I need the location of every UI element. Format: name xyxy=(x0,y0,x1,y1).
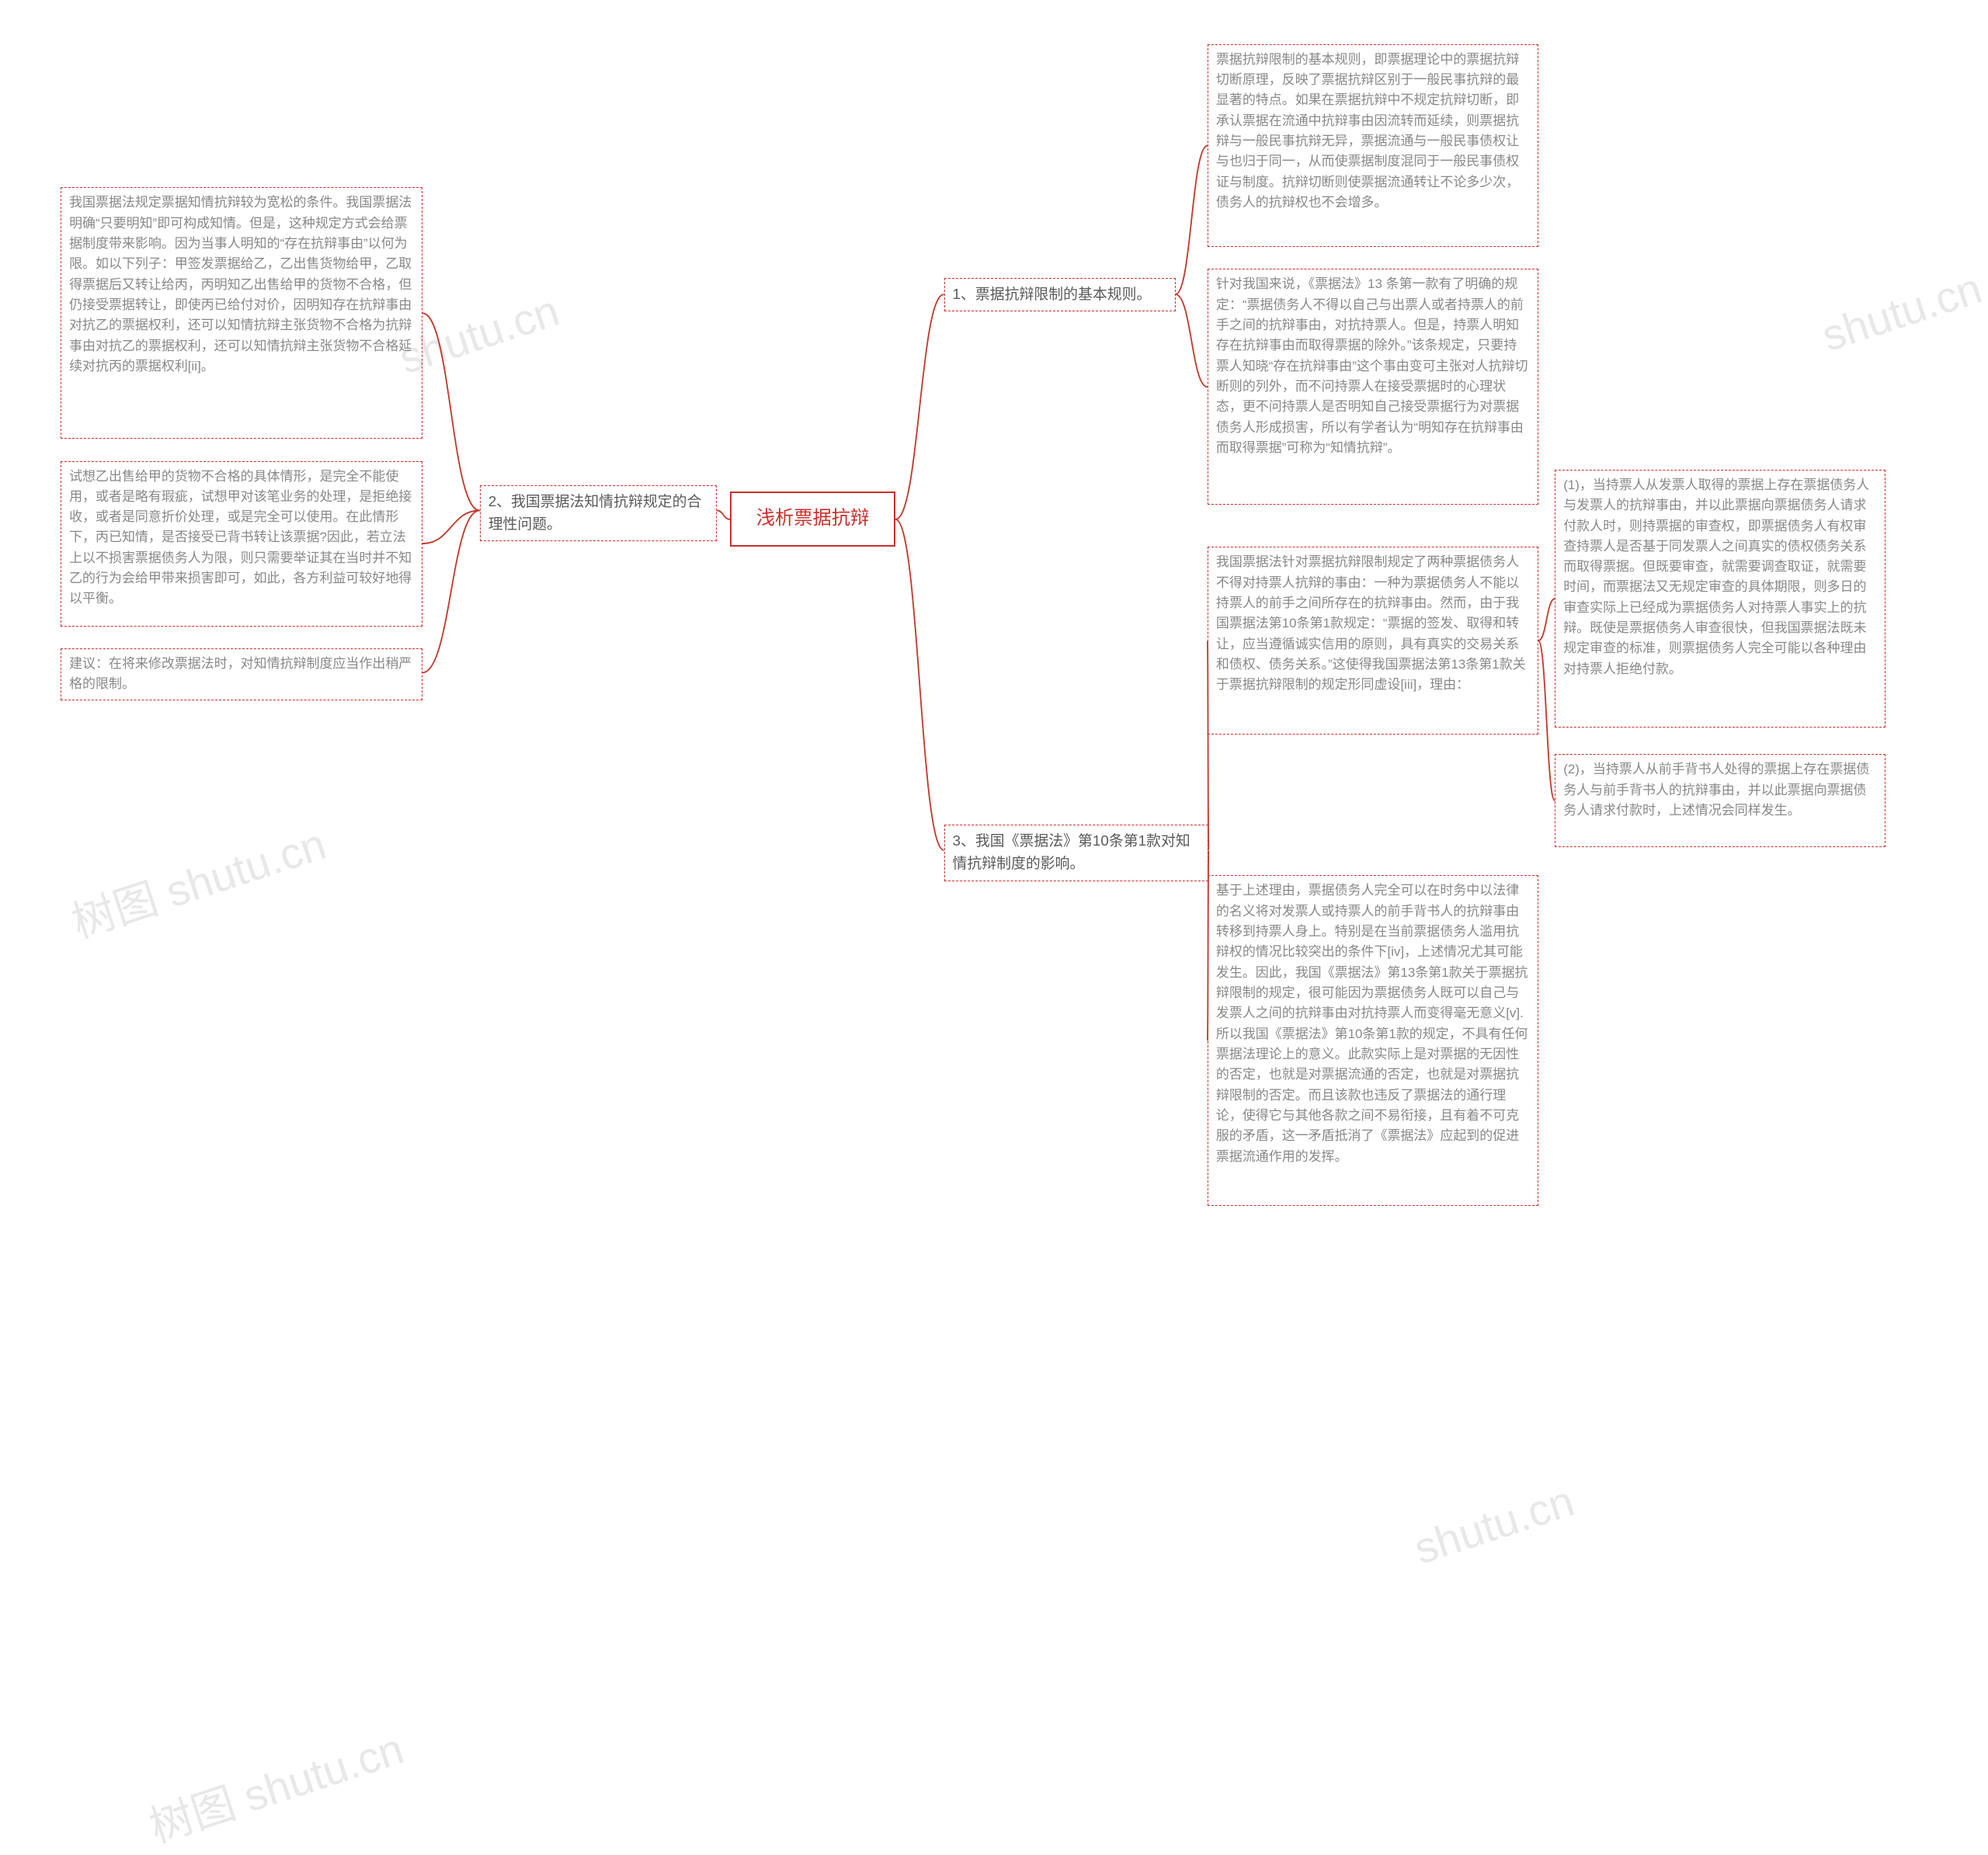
connector xyxy=(895,519,944,850)
mindmap-branch-R1: 1、票据抗辩限制的基本规则。 xyxy=(944,278,1176,311)
mindmap-branch-R2: 3、我国《票据法》第10条第1款对知情抗辩制度的影响。 xyxy=(944,825,1209,881)
leaf-text: 试想乙出售给甲的货物不合格的具体情形，是完全不能使用，或者是略有瑕疵，试想甲对该… xyxy=(69,469,412,606)
mindmap-leaf-R2b: (1)，当持票人从发票人取得的票据上存在票据债务人与发票人的抗辩事由，并以此票据… xyxy=(1555,470,1885,728)
leaf-text: 票据抗辩限制的基本规则，即票据理论中的票据抗辩切断原理，反映了票据抗辩区别于一般… xyxy=(1216,52,1519,210)
leaf-text: 我国票据法规定票据知情抗辩较为宽松的条件。我国票据法明确“只要明知”即可构成知情… xyxy=(69,195,412,373)
branch-text: 1、票据抗辩限制的基本规则。 xyxy=(953,287,1152,303)
connector xyxy=(422,510,480,544)
leaf-text: 我国票据法针对票据抗辩限制规定了两种票据债务人不得对持票人抗辩的事由：一种为票据… xyxy=(1216,554,1526,692)
mindmap-leaf-L1a: 我国票据法规定票据知情抗辩较为宽松的条件。我国票据法明确“只要明知”即可构成知情… xyxy=(61,187,422,439)
leaf-text: 针对我国来说，《票据法》13 条第一款有了明确的规定：“票据债务人不得以自己与出… xyxy=(1216,276,1528,455)
connector xyxy=(895,294,944,519)
mindmap-branch-L1: 2、我国票据法知情抗辩规定的合理性问题。 xyxy=(480,485,717,542)
connector xyxy=(1538,599,1555,641)
connector xyxy=(422,510,480,672)
mindmap-root: 浅析票据抗辩 xyxy=(730,492,895,547)
branch-text: 3、我国《票据法》第10条第1款对知情抗辩制度的影响。 xyxy=(953,833,1190,872)
root-text: 浅析票据抗辩 xyxy=(756,508,870,529)
leaf-text: 建议：在将来修改票据法时，对知情抗辩制度应当作出稍严格的限制。 xyxy=(69,656,412,691)
connector xyxy=(422,313,480,510)
watermark: 树图 shutu.cn xyxy=(63,810,333,951)
mindmap-leaf-R1a: 票据抗辩限制的基本规则，即票据理论中的票据抗辩切断原理，反映了票据抗辩区别于一般… xyxy=(1208,44,1538,247)
watermark: 树图 shutu.cn xyxy=(140,1714,410,1855)
watermark: shutu.cn xyxy=(1816,262,1987,361)
mindmap-leaf-R2a: 我国票据法针对票据抗辩限制规定了两种票据债务人不得对持票人抗辩的事由：一种为票据… xyxy=(1208,547,1538,734)
mindmap-leaf-L1c: 建议：在将来修改票据法时，对知情抗辩制度应当作出稍严格的限制。 xyxy=(61,648,422,700)
branch-text: 2、我国票据法知情抗辩规定的合理性问题。 xyxy=(488,494,702,533)
connector xyxy=(1538,641,1555,801)
connector xyxy=(1176,145,1208,294)
leaf-text: (1)，当持票人从发票人取得的票据上存在票据债务人与发票人的抗辩事由，并以此票据… xyxy=(1563,478,1869,676)
mindmap-leaf-R2c: (2)，当持票人从前手背书人处得的票据上存在票据债务人与前手背书人的抗辩事由，并… xyxy=(1555,754,1885,846)
connector xyxy=(717,510,730,519)
mindmap-leaf-L1b: 试想乙出售给甲的货物不合格的具体情形，是完全不能使用，或者是略有瑕疵，试想甲对该… xyxy=(61,461,422,627)
mindmap-leaf-R2d: 基于上述理由，票据债务人完全可以在时务中以法律的名义将对发票人或持票人的前手背书… xyxy=(1208,875,1538,1206)
connector xyxy=(1176,294,1208,387)
mindmap-leaf-R1b: 针对我国来说，《票据法》13 条第一款有了明确的规定：“票据债务人不得以自己与出… xyxy=(1208,269,1538,505)
leaf-text: (2)，当持票人从前手背书人处得的票据上存在票据债务人与前手背书人的抗辩事由，并… xyxy=(1563,762,1869,818)
watermark: shutu.cn xyxy=(1408,1475,1580,1574)
leaf-text: 基于上述理由，票据债务人完全可以在时务中以法律的名义将对发票人或持票人的前手背书… xyxy=(1216,883,1528,1163)
